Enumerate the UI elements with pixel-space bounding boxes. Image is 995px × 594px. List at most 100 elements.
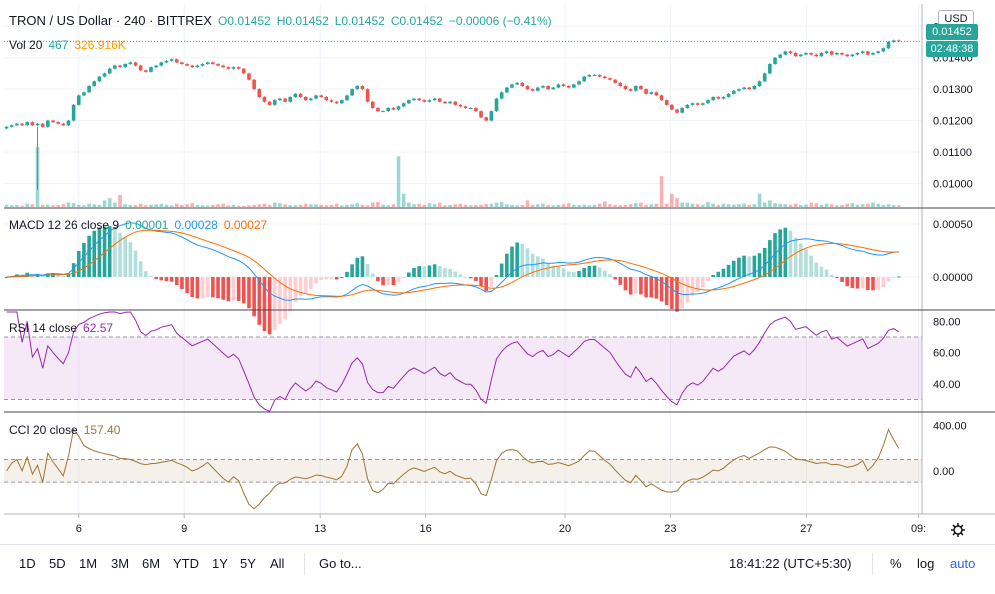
macd-histogram-bar <box>82 242 86 277</box>
candle-body <box>458 104 463 107</box>
rsi-band <box>4 336 922 400</box>
volume-bar <box>494 202 499 207</box>
settings-gear-icon[interactable] <box>951 523 965 537</box>
volume-bar <box>835 205 839 207</box>
candle-body <box>468 108 473 109</box>
volume-bar <box>262 203 267 207</box>
macd-histogram-bar <box>484 277 489 291</box>
macd-histogram-bar <box>639 277 643 295</box>
macd-histogram-bar <box>468 277 473 279</box>
volume-value: 467 <box>48 38 69 52</box>
rsi-legend: RSI 14 close 62.57 <box>9 321 113 335</box>
auto-toggle[interactable]: auto <box>950 556 976 571</box>
macd-label: MACD 12 26 close 9 <box>9 218 120 232</box>
macd-histogram-bar <box>128 242 133 277</box>
candle-body <box>128 62 133 64</box>
macd-histogram-bar <box>329 277 334 280</box>
range-ytd-button[interactable]: YTD <box>173 556 199 571</box>
volume-bar <box>20 205 24 207</box>
volume-bar <box>814 203 819 207</box>
volume-bar <box>221 203 225 207</box>
macd-histogram-bar <box>474 277 478 282</box>
macd-histogram-bar <box>592 265 597 277</box>
volume-bar <box>185 204 189 207</box>
candle-body <box>381 111 385 113</box>
candle-body <box>350 89 354 96</box>
timezone-clock[interactable]: 18:41:22 (UTC+5:30) <box>729 556 852 571</box>
percent-toggle[interactable]: % <box>890 556 902 571</box>
macd-histogram-bar <box>577 271 581 277</box>
chart-canvas[interactable]: 0.015000.014000.013000.012000.011000.010… <box>0 0 995 544</box>
rsi-tick-label: 60.00 <box>933 348 961 360</box>
volume-bar <box>453 204 458 207</box>
macd-histogram-bar <box>40 275 45 277</box>
macd-histogram-bar <box>56 274 60 277</box>
volume-bar <box>303 203 308 207</box>
macd-histogram-bar <box>87 235 91 277</box>
log-toggle[interactable]: log <box>917 556 935 571</box>
macd-histogram-bar <box>783 227 788 277</box>
volume-bar <box>546 204 550 207</box>
range-3m-button[interactable]: 3M <box>111 556 130 571</box>
macd-histogram-bar <box>659 277 664 302</box>
macd-tick-label: 0.00050 <box>933 219 973 231</box>
candle-body <box>376 108 380 112</box>
macd-histogram-bar <box>169 277 174 282</box>
candle-body <box>164 60 169 63</box>
volume-bar <box>855 204 860 207</box>
volume-bar <box>695 204 700 207</box>
candle-body <box>288 97 293 102</box>
candlesticks <box>4 39 901 190</box>
macd-histogram-bar <box>185 277 189 294</box>
range-all-button[interactable]: All <box>270 556 285 571</box>
volume-bar <box>92 204 97 207</box>
time-tick-label: 16 <box>419 523 431 535</box>
volume-bar <box>61 204 66 207</box>
volume-bar <box>128 204 133 207</box>
goto-button[interactable]: Go to... <box>319 556 362 571</box>
volume-bar <box>365 205 370 207</box>
range-1y-button[interactable]: 1Y <box>212 556 228 571</box>
candle-body <box>190 65 195 68</box>
macd-histogram-bar <box>61 275 66 277</box>
time-tick-label: 13 <box>314 523 326 535</box>
candle-body <box>231 67 236 69</box>
macd-histogram-bar <box>788 230 793 277</box>
volume-bar <box>798 205 803 207</box>
volume-bar <box>334 203 339 207</box>
volume-bar <box>396 156 401 207</box>
symbol-title: TRON / US Dollar · 240 · BITTREX <box>9 13 212 28</box>
macd-histogram-bar <box>288 277 293 312</box>
currency-button[interactable]: USD <box>938 10 974 28</box>
candle-body <box>731 90 736 94</box>
time-tick-label: 27 <box>800 523 812 535</box>
volume-bar <box>685 202 690 207</box>
range-1d-button[interactable]: 1D <box>19 556 36 571</box>
candle-body <box>437 98 442 102</box>
candle-body <box>484 117 489 121</box>
volume-ma-value: 326.916K <box>74 38 126 52</box>
candle-body <box>71 104 76 121</box>
macd-histogram-bar <box>804 248 808 277</box>
macd-histogram-bar <box>670 277 674 309</box>
candle-body <box>798 54 803 57</box>
rsi-label: RSI 14 close <box>9 321 78 335</box>
candle-body <box>793 53 798 57</box>
macd-histogram-bar <box>773 233 777 277</box>
range-5y-button[interactable]: 5Y <box>240 556 256 571</box>
macd-histogram-bar <box>701 277 705 288</box>
candle-body <box>20 123 24 126</box>
range-6m-button[interactable]: 6M <box>142 556 161 571</box>
macd-histogram-bar <box>505 253 509 277</box>
macd-line-value: 0.00028 <box>174 218 218 232</box>
candle-body <box>118 65 122 68</box>
volume-bar <box>293 205 298 207</box>
range-5d-button[interactable]: 5D <box>49 556 66 571</box>
bottom-toolbar: 1D 5D 1M 3M 6M YTD 1Y 5Y All Go to... 18… <box>0 544 995 584</box>
macd-histogram-bar <box>71 263 76 277</box>
range-1m-button[interactable]: 1M <box>79 556 98 571</box>
macd-histogram-bar <box>267 277 272 335</box>
volume-bar <box>107 198 112 207</box>
volume-bar <box>138 203 143 207</box>
candle-body <box>262 97 267 102</box>
